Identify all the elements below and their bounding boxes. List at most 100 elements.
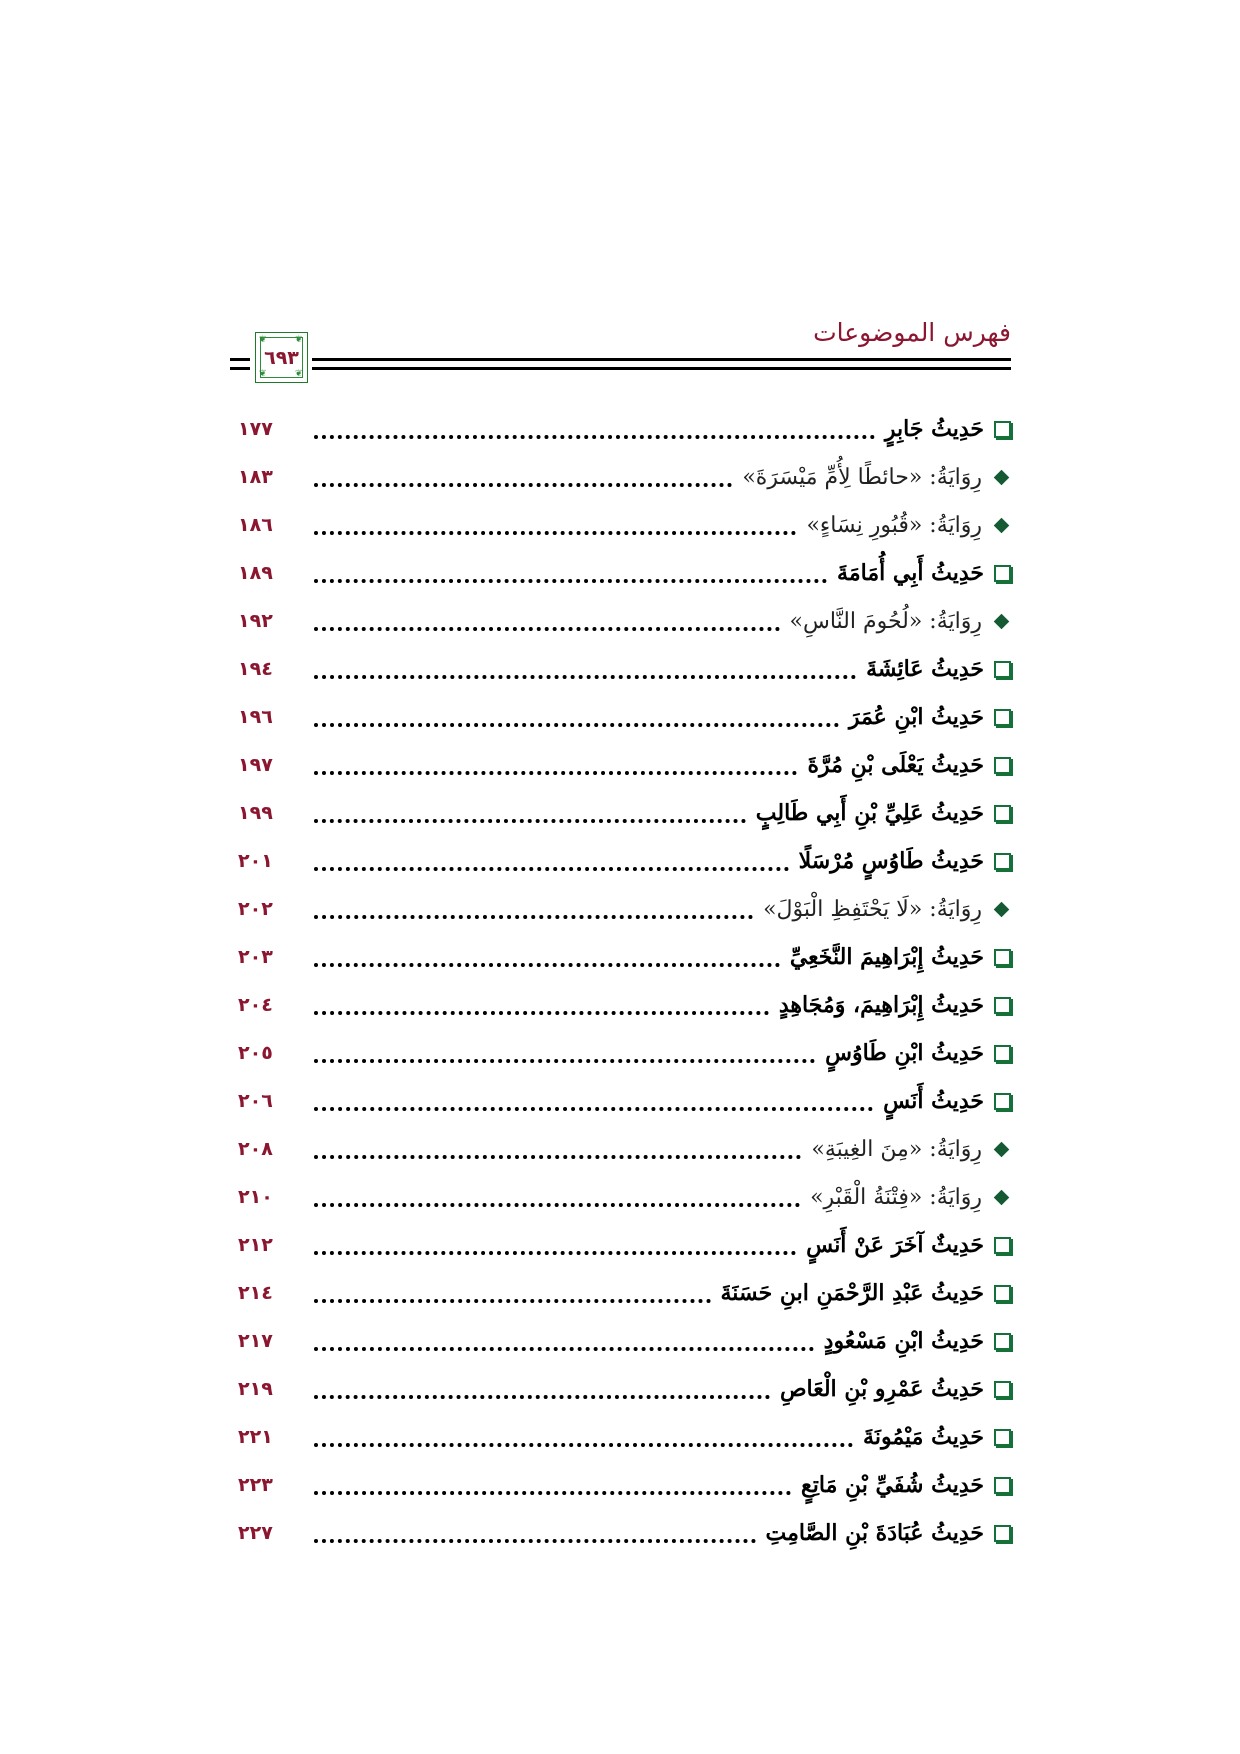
entry-title: حَدِيثُ عُبَادَةَ بْنِ الصَّامِتِ	[765, 1520, 985, 1546]
entry-title: رِوَايَةُ: «لَا يَحْتَفِظِ الْبَوْلَ»	[763, 896, 982, 922]
header-rule	[312, 358, 1011, 361]
square-bullet-icon	[994, 804, 1011, 822]
dot-leader	[314, 1491, 792, 1495]
toc-entry[interactable]: حَدِيثُ عُبَادَةَ بْنِ الصَّامِتِ ٢٢٧	[238, 1509, 1011, 1557]
entry-title: حَدِيثُ عَائِشَةَ	[866, 656, 984, 682]
entry-title: حَدِيثُ عَلِيِّ بْنِ أَبِي طَالِبٍ	[755, 800, 984, 826]
dot-leader	[314, 627, 780, 631]
diamond-bullet-icon	[993, 901, 1010, 917]
entry-title: حَدِيثُ عَمْرِو بْنِ الْعَاصِ	[779, 1376, 984, 1402]
toc-entry[interactable]: حَدِيثٌ آخَرَ عَنْ أَنَسٍ ٢١٢	[238, 1221, 1011, 1269]
square-bullet-icon	[994, 420, 1011, 438]
toc-entry[interactable]: حَدِيثُ شُفَيِّ بْنِ مَاتِعٍ ٢٢٣	[238, 1461, 1011, 1509]
entry-title: حَدِيثُ أَبِي أُمَامَةَ	[837, 560, 984, 586]
dot-leader	[314, 675, 857, 679]
toc-entry[interactable]: حَدِيثُ جَابِرٍ ١٧٧	[238, 405, 1011, 453]
entry-title: حَدِيثُ عَبْدِ الرَّحْمَنِ ابنِ حَسَنَةَ	[720, 1280, 984, 1306]
dot-leader	[314, 723, 839, 727]
toc-entry[interactable]: حَدِيثُ عَائِشَةَ ١٩٤	[238, 645, 1011, 693]
diamond-bullet-icon	[993, 1141, 1010, 1157]
diamond-bullet-icon	[993, 469, 1010, 485]
toc-entry[interactable]: حَدِيثُ إِبْرَاهِيمَ النَّخَعِيِّ ٢٠٣	[238, 933, 1011, 981]
dot-leader	[314, 1011, 769, 1015]
diamond-bullet-icon	[993, 1189, 1010, 1205]
page-title: فهرس الموضوعات	[813, 318, 1011, 347]
square-bullet-icon	[994, 1236, 1011, 1254]
entry-page-number: ٢١٤	[238, 1282, 273, 1304]
entry-page-number: ١٨٩	[238, 562, 273, 584]
toc-entry[interactable]: حَدِيثُ مَيْمُونَةَ ٢٢١	[238, 1413, 1011, 1461]
square-bullet-icon	[994, 1092, 1011, 1110]
entry-page-number: ١٩٧	[238, 754, 273, 776]
toc-subentry[interactable]: رِوَايَةُ: «مِنَ الغِيبَةِ» ٢٠٨	[238, 1125, 1011, 1173]
entry-title: حَدِيثُ مَيْمُونَةَ	[863, 1424, 984, 1450]
entry-title: حَدِيثُ إِبْرَاهِيمَ، وَمُجَاهِدٍ	[778, 992, 984, 1018]
dot-leader	[314, 819, 746, 823]
entry-title: رِوَايَةُ: «فِتْنَةُ الْقَبْرِ»	[810, 1184, 982, 1210]
entry-title: حَدِيثُ طَاوُسٍ مُرْسَلًا	[798, 848, 984, 874]
toc-entry[interactable]: حَدِيثُ يَعْلَى بْنِ مُرَّةَ ١٩٧	[238, 741, 1011, 789]
ornament-icon: ❦	[295, 335, 303, 345]
dot-leader	[314, 579, 828, 583]
toc-entry[interactable]: حَدِيثُ عَبْدِ الرَّحْمَنِ ابنِ حَسَنَةَ…	[238, 1269, 1011, 1317]
entry-title: حَدِيثُ يَعْلَى بْنِ مُرَّةَ	[807, 752, 984, 778]
toc-entry[interactable]: حَدِيثُ أَبِي أُمَامَةَ ١٨٩	[238, 549, 1011, 597]
entry-page-number: ١٩٦	[238, 706, 273, 728]
entry-page-number: ٢٠٦	[238, 1090, 273, 1112]
square-bullet-icon	[994, 1044, 1011, 1062]
toc-entry[interactable]: حَدِيثُ عَمْرِو بْنِ الْعَاصِ ٢١٩	[238, 1365, 1011, 1413]
diamond-bullet-icon	[993, 517, 1010, 533]
square-bullet-icon	[994, 996, 1011, 1014]
square-bullet-icon	[994, 660, 1011, 678]
dot-leader	[314, 963, 780, 967]
entry-page-number: ١٩٤	[238, 658, 273, 680]
entry-title: حَدِيثُ إِبْرَاهِيمَ النَّخَعِيِّ	[789, 944, 984, 970]
ornament-frame	[260, 337, 303, 378]
entry-title: حَدِيثُ أَنَسٍ	[883, 1088, 984, 1114]
toc-entry[interactable]: حَدِيثُ أَنَسٍ ٢٠٦	[238, 1077, 1011, 1125]
square-bullet-icon	[994, 1332, 1011, 1350]
toc-entry[interactable]: حَدِيثُ إِبْرَاهِيمَ، وَمُجَاهِدٍ ٢٠٤	[238, 981, 1011, 1029]
entry-title: رِوَايَةُ: «حائطًا لِأُمِّ مَيْسَرَةَ»	[742, 464, 982, 490]
toc-entry[interactable]: حَدِيثُ ابْنِ طَاوُسٍ ٢٠٥	[238, 1029, 1011, 1077]
entry-title: حَدِيثُ ابْنِ طَاوُسٍ	[825, 1040, 984, 1066]
dot-leader	[314, 483, 733, 487]
toc-entry[interactable]: حَدِيثُ طَاوُسٍ مُرْسَلًا ٢٠١	[238, 837, 1011, 885]
toc-entry[interactable]: حَدِيثُ عَلِيِّ بْنِ أَبِي طَالِبٍ ١٩٩	[238, 789, 1011, 837]
dot-leader	[314, 915, 754, 919]
dot-leader	[314, 1395, 770, 1399]
entry-page-number: ١٧٧	[238, 418, 273, 440]
square-bullet-icon	[994, 1428, 1011, 1446]
ornament-icon: ❦	[259, 335, 267, 345]
header-rule	[312, 367, 1011, 370]
entry-page-number: ٢١٢	[238, 1234, 273, 1256]
entry-page-number: ٢٠٤	[238, 994, 273, 1016]
toc-entry[interactable]: حَدِيثُ ابْنِ مَسْعُودٍ ٢١٧	[238, 1317, 1011, 1365]
ornament-icon: ❦	[295, 369, 303, 379]
toc-subentry[interactable]: رِوَايَةُ: «قُبُورِ نِسَاءٍ» ١٨٦	[238, 501, 1011, 549]
entry-title: حَدِيثُ ابْنِ عُمَرَ	[848, 704, 984, 730]
entry-page-number: ١٨٣	[238, 466, 273, 488]
dot-leader	[314, 435, 875, 439]
toc-subentry[interactable]: رِوَايَةُ: «حائطًا لِأُمِّ مَيْسَرَةَ» ١٨…	[238, 453, 1011, 501]
page-number: ٦٩٣	[264, 346, 299, 369]
entry-page-number: ٢٢٧	[238, 1522, 273, 1544]
entry-page-number: ٢٢٣	[238, 1474, 273, 1496]
toc-entry[interactable]: حَدِيثُ ابْنِ عُمَرَ ١٩٦	[238, 693, 1011, 741]
square-bullet-icon	[994, 852, 1011, 870]
toc-subentry[interactable]: رِوَايَةُ: «لَا يَحْتَفِظِ الْبَوْلَ» ٢٠٢	[238, 885, 1011, 933]
dot-leader	[314, 1299, 711, 1303]
dot-leader	[314, 531, 797, 535]
toc-subentry[interactable]: رِوَايَةُ: «فِتْنَةُ الْقَبْرِ» ٢١٠	[238, 1173, 1011, 1221]
square-bullet-icon	[994, 564, 1011, 582]
header-rule-left	[230, 358, 250, 361]
dot-leader	[314, 1539, 756, 1543]
entry-title: حَدِيثٌ آخَرَ عَنْ أَنَسٍ	[806, 1232, 984, 1258]
dot-leader	[314, 1347, 814, 1351]
entry-page-number: ١٨٦	[238, 514, 273, 536]
toc-subentry[interactable]: رِوَايَةُ: «لُحُومَ النَّاسِ» ١٩٢	[238, 597, 1011, 645]
entry-page-number: ٢٠٥	[238, 1042, 273, 1064]
entry-page-number: ٢١٧	[238, 1330, 273, 1352]
entry-title: رِوَايَةُ: «لُحُومَ النَّاسِ»	[789, 608, 983, 634]
entry-title: حَدِيثُ جَابِرٍ	[884, 416, 984, 442]
